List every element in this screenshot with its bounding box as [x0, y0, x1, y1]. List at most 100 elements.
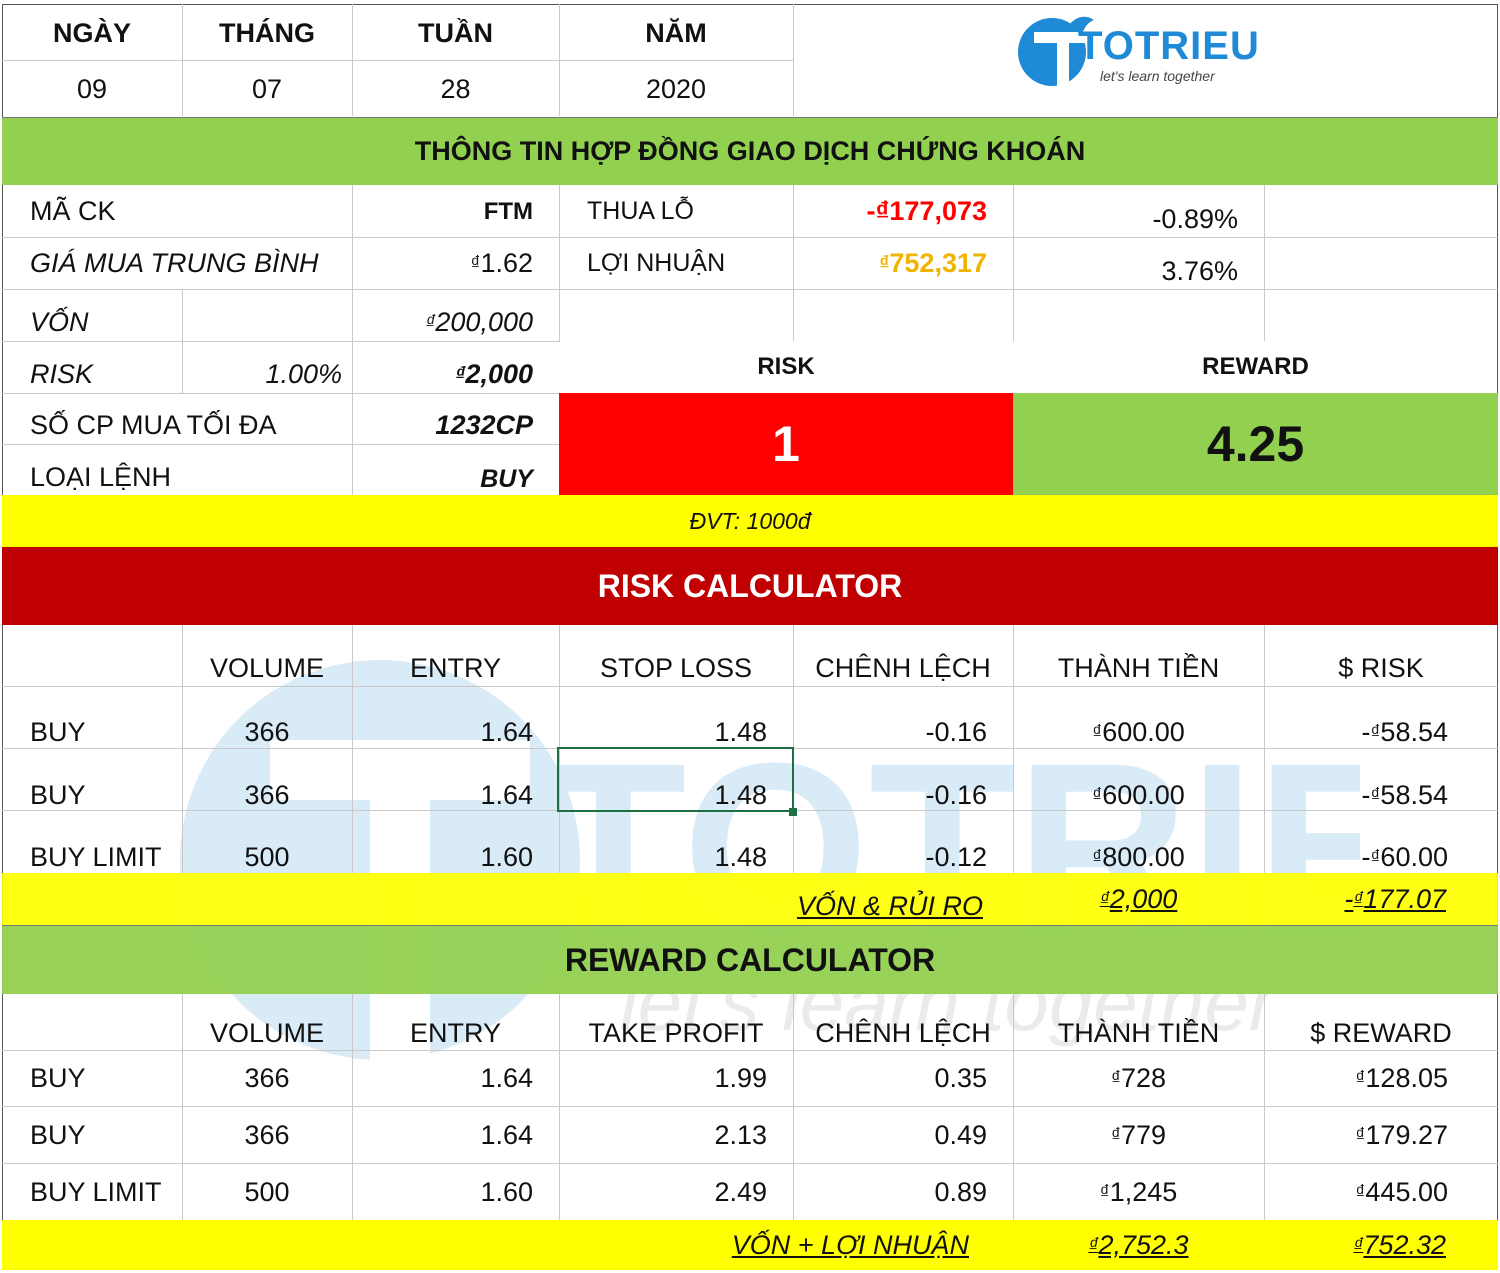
risk-row-risk[interactable]: - ₫ 58.54: [1361, 779, 1448, 810]
unit-note-band: [2, 495, 1498, 547]
risk-pct[interactable]: 1.00%: [265, 359, 342, 389]
reward-row-diff[interactable]: 0.49: [934, 1119, 987, 1150]
reward-row-type[interactable]: BUY: [30, 1063, 86, 1093]
reward-col-diff: CHÊNH LỆCH: [815, 1017, 991, 1048]
reward-total-reward[interactable]: ₫ 752.32: [1353, 1229, 1446, 1260]
capital-value[interactable]: ₫ 200,000: [425, 307, 533, 337]
reward-calc-band: [2, 926, 1498, 994]
ticker-value[interactable]: FTM: [483, 197, 533, 225]
risk-row-type[interactable]: BUY: [30, 779, 86, 810]
reward-col-reward: $ REWARD: [1310, 1017, 1452, 1048]
reward-row-entry[interactable]: 1.60: [480, 1176, 533, 1207]
reward-row-amount[interactable]: ₫ 728: [1110, 1063, 1167, 1093]
year-value[interactable]: 2020: [645, 73, 707, 104]
risk-row-stop[interactable]: 1.48: [714, 779, 767, 810]
reward-row-reward[interactable]: ₫ 179.27: [1355, 1119, 1448, 1150]
loss-pct[interactable]: -0.89%: [1152, 204, 1238, 234]
reward-col-amount: THÀNH TIỀN: [1057, 1017, 1220, 1048]
max-shares-value[interactable]: 1232CP: [435, 410, 533, 440]
reward-row-entry[interactable]: 1.64: [480, 1119, 533, 1150]
risk-row-amount[interactable]: ₫ 800.00: [1092, 841, 1185, 872]
capital-label: VỐN: [30, 307, 89, 337]
order-type-value[interactable]: BUY: [480, 464, 533, 493]
logo-mark-icon: [1018, 16, 1094, 86]
week-header: TUẦN: [418, 17, 493, 48]
reward-row-tp[interactable]: 2.49: [714, 1176, 767, 1207]
risk-row-amount[interactable]: ₫ 600.00: [1092, 779, 1185, 810]
rr-risk-value[interactable]: 1: [559, 393, 1013, 495]
reward-row-amount[interactable]: ₫ 1,245: [1099, 1176, 1178, 1207]
contract-title-band: [2, 117, 1498, 185]
risk-col-diff: CHÊNH LỆCH: [815, 652, 991, 683]
reward-row-entry[interactable]: 1.64: [480, 1063, 533, 1093]
risk-row-diff[interactable]: -0.12: [925, 841, 987, 872]
risk-row-volume[interactable]: 366: [244, 779, 290, 810]
ticker-label: MÃ CK: [30, 196, 116, 226]
reward-row-volume[interactable]: 366: [244, 1063, 290, 1093]
month-header: THÁNG: [219, 17, 315, 48]
risk-row-stop[interactable]: 1.48: [714, 841, 767, 872]
risk-total-band: [2, 873, 1498, 925]
risk-row-risk[interactable]: - ₫ 58.54: [1361, 716, 1448, 747]
risk-row-volume[interactable]: 500: [244, 841, 290, 872]
fill-handle[interactable]: [789, 808, 797, 816]
risk-row-entry[interactable]: 1.64: [480, 779, 533, 810]
reward-total-label: VỐN + LỢI NHUẬN: [731, 1229, 969, 1260]
risk-col-volume: VOLUME: [209, 652, 325, 683]
reward-col-take-profit: TAKE PROFIT: [588, 1017, 764, 1048]
risk-row-amount[interactable]: ₫ 600.00: [1092, 716, 1185, 747]
risk-total-amount[interactable]: ₫ 2,000: [1099, 883, 1178, 914]
reward-total-amount[interactable]: ₫ 2,752.3: [1088, 1229, 1189, 1260]
avg-price-label: GIÁ MUA TRUNG BÌNH: [30, 248, 319, 278]
reward-row-volume[interactable]: 500: [244, 1176, 290, 1207]
reward-row-tp[interactable]: 1.99: [714, 1063, 767, 1093]
selected-cell-outline[interactable]: [557, 747, 794, 812]
reward-row-diff[interactable]: 0.89: [934, 1176, 987, 1207]
profit-label: LỢI NHUẬN: [587, 249, 726, 277]
risk-row-risk[interactable]: - ₫ 60.00: [1361, 841, 1448, 872]
year-header: NĂM: [645, 17, 707, 48]
reward-row-tp[interactable]: 2.13: [714, 1119, 767, 1150]
day-value[interactable]: 09: [76, 73, 108, 104]
logo-tagline: let's learn together: [1100, 68, 1215, 84]
reward-row-type[interactable]: BUY LIMIT: [30, 1176, 162, 1207]
risk-row-type[interactable]: BUY LIMIT: [30, 841, 162, 872]
reward-row-reward[interactable]: ₫ 128.05: [1355, 1063, 1448, 1093]
loss-label: THUA LỖ: [587, 197, 694, 225]
reward-row-amount[interactable]: ₫ 779: [1110, 1119, 1167, 1150]
risk-row-entry[interactable]: 1.60: [480, 841, 533, 872]
risk-calc-band: [2, 547, 1498, 625]
logo-name: TOTRIEU: [1078, 24, 1260, 68]
risk-col-stop-loss: STOP LOSS: [599, 652, 753, 683]
reward-row-reward[interactable]: ₫ 445.00: [1355, 1176, 1448, 1207]
risk-row-diff[interactable]: -0.16: [925, 716, 987, 747]
month-value[interactable]: 07: [251, 73, 283, 104]
unit-note: ĐVT: 1000đ: [689, 507, 811, 534]
profit-value[interactable]: ₫ 752,317: [879, 248, 987, 278]
reward-row-volume[interactable]: 366: [244, 1119, 290, 1150]
profit-pct[interactable]: 3.76%: [1161, 256, 1238, 286]
risk-col-amount: THÀNH TIỀN: [1057, 652, 1220, 683]
week-value[interactable]: 28: [440, 73, 471, 104]
risk-row-volume[interactable]: 366: [244, 716, 290, 747]
reward-col-volume: VOLUME: [209, 1017, 325, 1048]
risk-row-stop[interactable]: 1.48: [714, 716, 767, 747]
risk-label: RISK: [30, 359, 94, 389]
reward-row-type[interactable]: BUY: [30, 1119, 86, 1150]
risk-row-type[interactable]: BUY: [30, 716, 86, 747]
day-header: NGÀY: [52, 17, 131, 48]
avg-price-value[interactable]: ₫ 1.62: [470, 248, 533, 278]
risk-calc-title: RISK CALCULATOR: [597, 567, 903, 604]
risk-total-risk[interactable]: - ₫ 177.07: [1344, 883, 1446, 914]
loss-value[interactable]: -₫177,073: [866, 196, 987, 226]
risk-value[interactable]: ₫ 2,000: [455, 359, 533, 389]
risk-col-risk: $ RISK: [1338, 652, 1424, 683]
reward-row-diff[interactable]: 0.35: [934, 1063, 987, 1093]
risk-row-diff[interactable]: -0.16: [925, 779, 987, 810]
rr-reward-value[interactable]: 4.25: [1013, 393, 1498, 495]
totrieu-logo: TOTRIEU let's learn together: [1012, 10, 1259, 90]
order-type-label: LOẠI LỆNH: [30, 462, 172, 492]
contract-title: THÔNG TIN HỢP ĐỒNG GIAO DỊCH CHỨNG KHOÁN: [414, 135, 1086, 166]
risk-row-entry[interactable]: 1.64: [480, 716, 533, 747]
